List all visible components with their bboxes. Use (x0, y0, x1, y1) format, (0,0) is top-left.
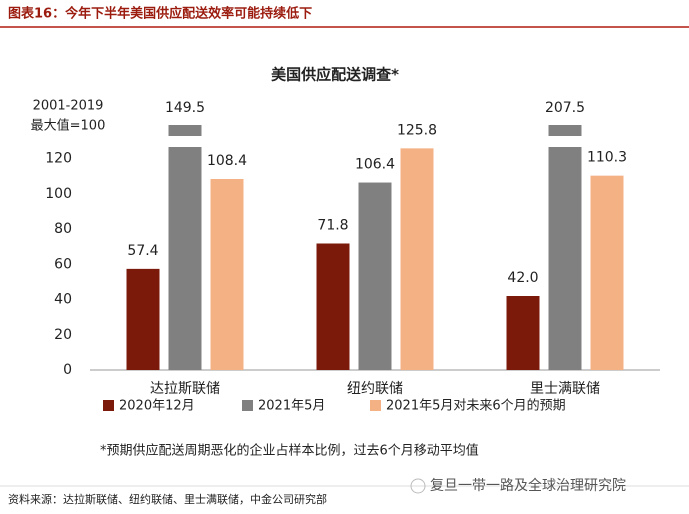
footnote: *预期供应配送周期恶化的企业占样本比例，过去6个月移动平均值 (100, 443, 479, 459)
source: 资料来源：达拉斯联储、纽约联储、里士满联储，中金公司研究部 (8, 492, 327, 506)
axis-break (168, 125, 202, 136)
x-tick-label: 达拉斯联储 (150, 381, 220, 397)
y-tick-label: 0 (63, 362, 72, 378)
y-tick-label: 120 (45, 151, 72, 167)
value-label: 207.5 (545, 100, 585, 116)
y-tick-label: 20 (54, 327, 72, 343)
chart-title: 美国供应配送调查* (271, 66, 399, 84)
legend-swatch (242, 400, 253, 411)
plot-area (126, 147, 624, 371)
bar (548, 147, 582, 371)
bar (210, 179, 244, 370)
y-axis-label: 2001-2019 (33, 99, 104, 114)
value-label: 106.4 (355, 157, 395, 173)
bar (590, 175, 624, 370)
y-tick-label: 100 (45, 186, 72, 202)
watermark: 复旦一带一路及全球治理研究院 (430, 477, 626, 494)
legend-label: 2021年5月对未来6个月的预期 (386, 398, 566, 414)
x-tick-label: 里士满联储 (530, 381, 600, 397)
y-axis-label: 最大值=100 (31, 118, 106, 134)
y-tick-label: 80 (54, 221, 72, 237)
axis-break (548, 125, 582, 136)
bar (126, 268, 160, 370)
value-label: 57.4 (127, 243, 158, 259)
bar (358, 182, 392, 370)
value-label: 108.4 (207, 153, 247, 169)
legend-swatch (370, 400, 381, 411)
bar (400, 148, 434, 370)
value-label: 42.0 (507, 270, 538, 286)
legend-label: 2020年12月 (119, 399, 195, 414)
header: 图表16：今年下半年美国供应配送效率可能持续低下 (8, 6, 312, 22)
value-label: 110.3 (587, 150, 627, 166)
y-tick-label: 60 (54, 256, 72, 272)
bar (506, 296, 540, 370)
value-label: 125.8 (397, 122, 437, 138)
watermark-icon (410, 478, 426, 494)
y-tick-label: 40 (54, 292, 72, 308)
bar (316, 243, 350, 370)
bar (168, 147, 202, 370)
value-label: 71.8 (317, 217, 348, 233)
legend-label: 2021年5月 (258, 399, 325, 414)
legend-swatch (103, 400, 114, 411)
x-tick-label: 纽约联储 (347, 381, 403, 397)
value-label: 149.5 (165, 100, 205, 116)
